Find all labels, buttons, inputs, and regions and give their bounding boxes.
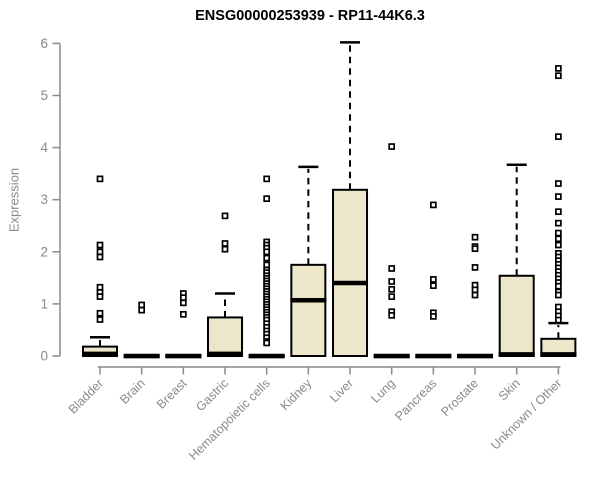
outlier-point: [388, 265, 396, 272]
box-gastric: [207, 316, 244, 358]
outlier-point: [471, 233, 479, 241]
x-tick-label: Skin: [496, 376, 523, 403]
outlier-point: [388, 293, 396, 300]
y-axis-label: Expression: [6, 167, 22, 233]
outlier-point: [138, 306, 146, 314]
outlier-point: [555, 241, 562, 249]
outlier-point: [430, 201, 437, 209]
outlier-point: [263, 254, 271, 262]
outlier-point: [96, 309, 104, 317]
outlier-point: [555, 180, 562, 187]
y-tick-label: 0: [40, 349, 48, 364]
y-tick-label: 2: [40, 244, 48, 259]
box-kidney: [290, 263, 327, 358]
outlier-point: [221, 240, 229, 247]
outlier-point: [555, 193, 562, 200]
outlier-point: [430, 276, 437, 283]
x-tick-label: Bladder: [66, 376, 106, 416]
chart-title: ENSG00000253939 - RP11-44K6.3: [195, 8, 425, 24]
y-tick-label: 6: [40, 36, 48, 51]
x-tick-label: Breast: [154, 376, 190, 412]
outlier-point: [555, 72, 562, 80]
outlier-point: [179, 294, 187, 301]
outlier-point: [221, 245, 229, 253]
outlier-point: [96, 248, 104, 256]
x-tick-label: Gastric: [193, 376, 231, 414]
outlier-point: [430, 282, 437, 290]
y-tick-label: 1: [40, 296, 48, 311]
outlier-point: [263, 261, 271, 269]
outlier-point: [221, 212, 229, 220]
outlier-point: [555, 219, 562, 227]
outlier-point: [263, 339, 271, 347]
outlier-point: [388, 278, 396, 285]
outlier-point: [179, 310, 187, 318]
box-liver: [332, 188, 369, 357]
x-tick-label: Kidney: [278, 376, 315, 413]
outlier-point: [263, 195, 271, 203]
x-tick-label: Lung: [368, 376, 398, 406]
y-tick-label: 5: [40, 88, 48, 103]
outlier-point: [555, 282, 562, 290]
outlier-point: [96, 316, 104, 323]
outlier-point: [388, 143, 396, 150]
outlier-point: [96, 175, 104, 183]
outlier-point: [96, 253, 104, 261]
outlier-point: [388, 285, 396, 293]
outlier-point: [96, 241, 104, 249]
outlier-point: [471, 264, 479, 271]
x-tick-label: Brain: [117, 376, 148, 407]
outlier-point: [471, 245, 479, 253]
outlier-point: [263, 248, 271, 256]
outlier-point: [555, 65, 562, 72]
outlier-point: [96, 283, 104, 291]
x-tick-label: Unknown / Other: [488, 376, 564, 452]
outlier-point: [430, 313, 437, 320]
x-tick-label: Liver: [327, 376, 356, 405]
outlier-point: [555, 316, 562, 324]
box-skin: [498, 274, 535, 357]
y-tick-label: 3: [40, 192, 48, 207]
outlier-point: [555, 235, 562, 243]
y-tick-label: 4: [40, 140, 48, 155]
outlier-point: [179, 299, 187, 307]
outlier-point: [96, 293, 104, 300]
outlier-point: [388, 312, 396, 319]
outlier-point: [471, 291, 479, 299]
outlier-point: [138, 301, 146, 309]
outlier-point: [555, 133, 562, 141]
outlier-point: [555, 229, 562, 237]
outlier-point: [555, 208, 562, 216]
outlier-point: [555, 291, 562, 299]
outlier-point: [263, 175, 271, 183]
x-tick-label: Prostate: [438, 376, 481, 419]
outlier-point: [471, 286, 479, 294]
x-tick-label: Hematopoietic cells: [186, 376, 273, 463]
x-tick-label: Pancreas: [392, 376, 439, 423]
